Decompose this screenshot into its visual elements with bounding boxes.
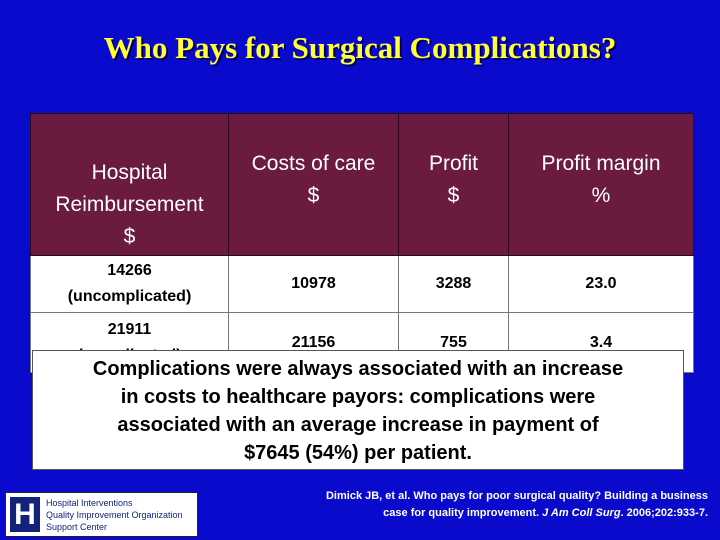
- header-line: %: [591, 184, 611, 207]
- logo-line: Hospital Interventions: [46, 498, 133, 508]
- header-line: Reimbursement: [55, 193, 204, 216]
- summary-line: associated with an average increase in p…: [117, 414, 599, 436]
- citation: Dimick JB, et al. Who pays for poor surg…: [326, 488, 708, 522]
- header-line: Hospital: [91, 161, 168, 184]
- header-cell: Hospital Reimbursement $: [30, 113, 229, 256]
- journal-name: J Am Coll Surg: [542, 507, 621, 519]
- logo-line: Support Center: [46, 522, 108, 532]
- data-table: Hospital Reimbursement $ Costs of care $ Pr…: [30, 113, 694, 373]
- table-row: 14266 (uncomplicated) 10978 3288 23.0: [30, 255, 694, 313]
- citation-line: case for quality improvement. J Am Coll …: [326, 505, 708, 522]
- citation-text: . 2006;202:933-7.: [620, 507, 708, 519]
- citation-line: Dimick JB, et al. Who pays for poor surg…: [325, 490, 708, 502]
- summary-line: in costs to healthcare payors: complicat…: [120, 386, 596, 408]
- header-line: Profit margin: [541, 152, 661, 175]
- header-cell: Costs of care $: [228, 113, 399, 256]
- table-cell: 10978: [228, 255, 399, 313]
- header-cell: Profit margin%: [508, 113, 694, 256]
- header-line: Profit: [428, 152, 478, 175]
- cell-line: 21911: [107, 320, 152, 338]
- header-line: Costs of care: [251, 152, 376, 175]
- cell-line: 14266: [107, 262, 152, 279]
- logo-text: Hospital Interventions Quality Improveme…: [46, 497, 183, 533]
- summary-line: Complications were always associated wit…: [92, 358, 624, 380]
- slide-title: Who Pays for Surgical Complications?: [103, 30, 617, 65]
- header-line: $: [447, 184, 460, 207]
- cell-line: (uncomplicated): [67, 288, 192, 305]
- summary-box: Complications were always associated wit…: [32, 350, 684, 470]
- header-cell: Profit $: [398, 113, 509, 256]
- logo: H Hospital Interventions Quality Improve…: [5, 492, 198, 537]
- citation-text: case for quality improvement.: [383, 507, 543, 519]
- table-cell: 23.0: [508, 255, 694, 313]
- table-cell: 3288: [398, 255, 509, 313]
- header-line: $: [123, 225, 136, 248]
- summary-line: $7645 (54%) per patient.: [244, 442, 472, 464]
- table-cell: 14266 (uncomplicated): [30, 255, 229, 313]
- header-row: Hospital Reimbursement $ Costs of care $ Pr…: [30, 113, 694, 256]
- logo-line: Quality Improvement Organization: [46, 510, 183, 520]
- logo-mark: H: [10, 497, 40, 532]
- header-line: $: [307, 184, 320, 207]
